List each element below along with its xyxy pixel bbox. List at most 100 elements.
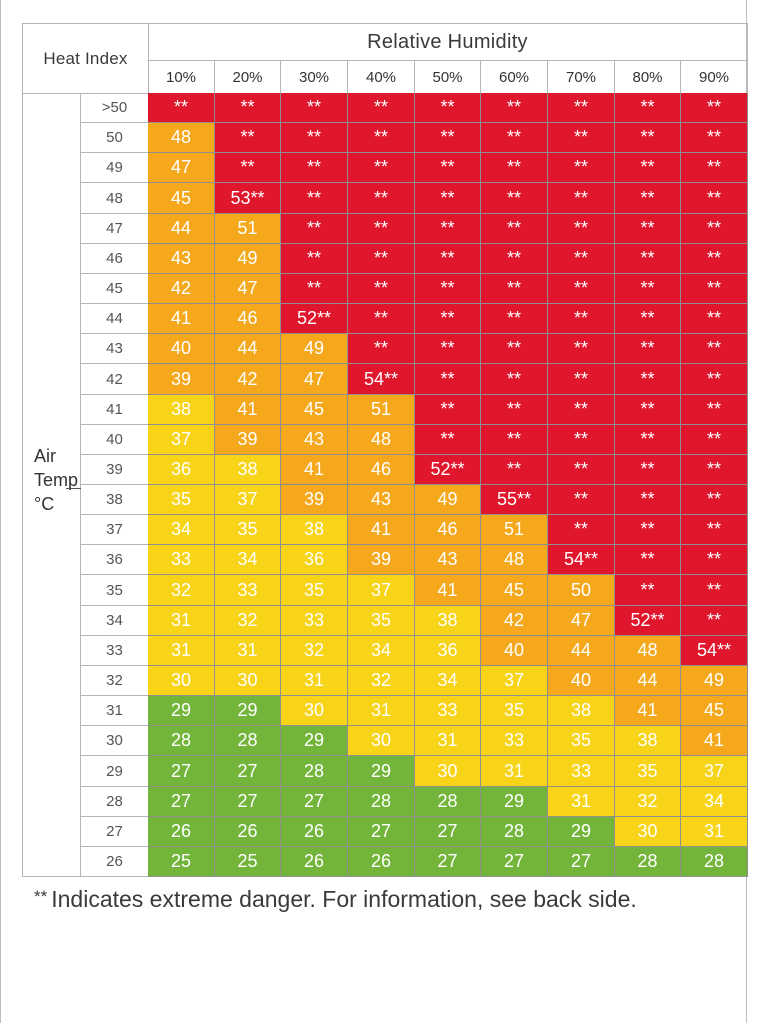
- heat-index-cell: 54**: [681, 636, 748, 666]
- heat-index-cell: 44: [215, 334, 281, 364]
- heat-index-cell: **: [281, 244, 348, 274]
- heat-index-cell: **: [615, 334, 681, 364]
- heat-index-cell: 28: [348, 787, 415, 817]
- row-group-title-line3: °C: [34, 494, 55, 514]
- heat-index-cell: **: [415, 304, 481, 334]
- heat-index-cell: **: [615, 545, 681, 575]
- heat-index-cell: **: [281, 153, 348, 183]
- heat-index-cell: **: [548, 395, 615, 425]
- column-header: 10%: [148, 60, 215, 94]
- row-header: 35: [81, 575, 149, 606]
- heat-index-cell: **: [481, 395, 548, 425]
- heat-index-cell: **: [281, 123, 348, 153]
- heat-index-cell: **: [548, 455, 615, 485]
- heat-index-cell: **: [681, 425, 748, 455]
- heat-index-cell: 31: [548, 787, 615, 817]
- heat-index-cell: **: [615, 395, 681, 425]
- row-header: 49: [81, 153, 149, 183]
- heat-index-cell: 51: [215, 214, 281, 244]
- heat-index-cell: 51: [481, 515, 548, 545]
- heat-index-cell: 28: [215, 726, 281, 756]
- heat-index-cell: **: [681, 606, 748, 636]
- heat-index-cell: 47: [148, 153, 215, 183]
- heat-index-cell: 31: [148, 606, 215, 636]
- heat-index-cell: **: [348, 93, 415, 123]
- row-group-title-line2: Temp: [34, 470, 79, 490]
- row-header: 44: [81, 304, 149, 334]
- heat-index-cell: 49: [681, 666, 748, 696]
- heat-index-cell: 32: [615, 787, 681, 817]
- heat-index-cell: **: [681, 485, 748, 515]
- heat-index-cell: **: [615, 455, 681, 485]
- corner-label: Heat Index: [22, 23, 149, 94]
- heat-index-cell: **: [481, 123, 548, 153]
- heat-index-cell: 35: [215, 515, 281, 545]
- row-header: 32: [81, 666, 149, 696]
- heat-index-cell: **: [481, 244, 548, 274]
- heat-index-cell: 34: [415, 666, 481, 696]
- heat-index-cell: **: [681, 274, 748, 304]
- heat-index-cell: 28: [281, 756, 348, 787]
- heat-index-cell: **: [615, 214, 681, 244]
- heat-index-cell: 26: [281, 817, 348, 847]
- row-header: 45: [81, 274, 149, 304]
- heat-index-cell: **: [348, 183, 415, 214]
- heat-index-cell: **: [681, 123, 748, 153]
- heat-index-cell: **: [681, 183, 748, 214]
- heat-index-cell: **: [348, 274, 415, 304]
- heat-index-cell: 32: [148, 575, 215, 606]
- heat-index-cell: 33: [415, 696, 481, 726]
- heat-index-cell: **: [615, 123, 681, 153]
- heat-index-cell: 27: [148, 787, 215, 817]
- row-header: 38: [81, 485, 149, 515]
- heat-index-cell: 33: [481, 726, 548, 756]
- heat-index-cell: **: [481, 93, 548, 123]
- heat-index-cell: 36: [148, 455, 215, 485]
- heat-index-cell: 30: [215, 666, 281, 696]
- heat-index-cell: 29: [215, 696, 281, 726]
- column-header: 50%: [415, 60, 481, 94]
- heat-index-cell: 54**: [348, 364, 415, 395]
- heat-index-cell: 42: [481, 606, 548, 636]
- heat-index-cell: 39: [215, 425, 281, 455]
- footnote: ** Indicates extreme danger. For informat…: [34, 886, 637, 913]
- heat-index-cell: **: [415, 214, 481, 244]
- row-header: 27: [81, 817, 149, 847]
- row-header: 33: [81, 636, 149, 666]
- heat-index-cell: 34: [148, 515, 215, 545]
- heat-index-cell: 49: [415, 485, 481, 515]
- heat-index-cell: 52**: [415, 455, 481, 485]
- heat-index-cell: **: [681, 455, 748, 485]
- heat-index-cell: **: [215, 93, 281, 123]
- heat-index-cell: 32: [215, 606, 281, 636]
- heat-index-cell: 27: [415, 817, 481, 847]
- heat-index-cell: 38: [215, 455, 281, 485]
- row-header: 43: [81, 334, 149, 364]
- heat-index-cell: **: [481, 425, 548, 455]
- column-group-title: Relative Humidity: [148, 23, 748, 61]
- heat-index-cell: 36: [415, 636, 481, 666]
- heat-index-cell: 35: [148, 485, 215, 515]
- heat-index-cell: 35: [281, 575, 348, 606]
- heat-index-cell: 50: [548, 575, 615, 606]
- heat-index-cell: **: [615, 183, 681, 214]
- heat-index-cell: **: [615, 515, 681, 545]
- heat-index-cell: 28: [615, 847, 681, 877]
- heat-index-cell: 30: [148, 666, 215, 696]
- row-header: 37: [81, 515, 149, 545]
- row-header: 42: [81, 364, 149, 395]
- heat-index-cell: **: [481, 364, 548, 395]
- heat-index-cell: **: [415, 153, 481, 183]
- heat-index-cell: 31: [415, 726, 481, 756]
- heat-index-cell: **: [615, 244, 681, 274]
- heat-index-cell: **: [415, 395, 481, 425]
- row-group-title-line1: Air: [34, 446, 56, 466]
- heat-index-cell: **: [348, 244, 415, 274]
- heat-index-cell: 27: [215, 756, 281, 787]
- heat-index-cell: 36: [281, 545, 348, 575]
- heat-index-cell: 31: [481, 756, 548, 787]
- heat-index-cell: 45: [681, 696, 748, 726]
- heat-index-cell: **: [681, 214, 748, 244]
- heat-index-cell: 47: [281, 364, 348, 395]
- heat-index-cell: **: [548, 183, 615, 214]
